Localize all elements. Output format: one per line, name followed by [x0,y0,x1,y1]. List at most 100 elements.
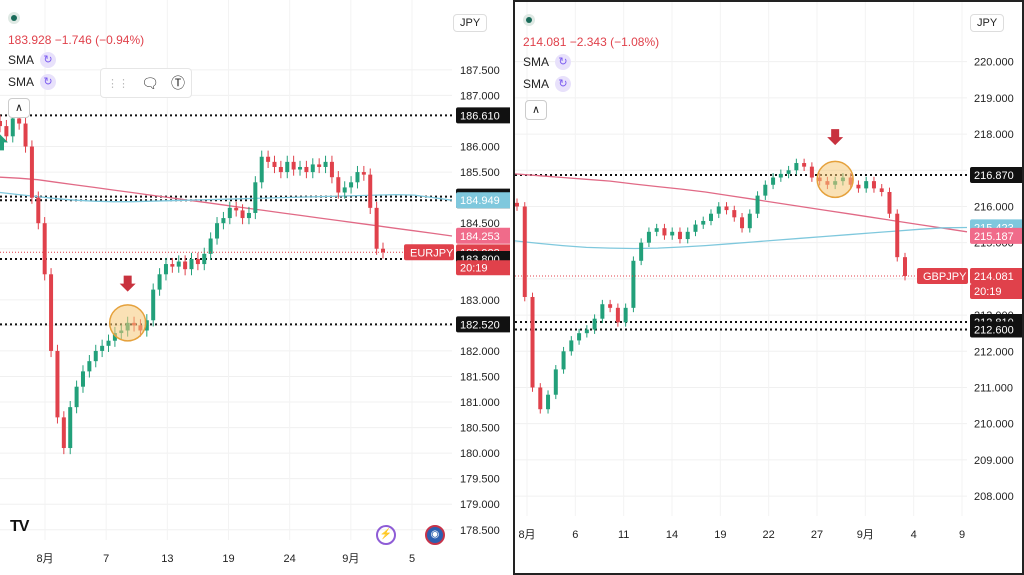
x-tick-label: 8月 [36,553,53,565]
sma-pink-line [515,173,968,233]
price-label-box [456,107,510,124]
candle-body [93,350,98,362]
x-tick-label: 7 [103,553,109,565]
y-tick-label: 182.000 [460,346,500,358]
candle-body [592,318,597,330]
price-label-text: 186.610 [460,110,500,122]
refresh-icon[interactable]: ↻ [555,76,572,92]
candle-body [856,184,861,189]
candle-body [342,187,347,193]
indicator-sma-2[interactable]: SMA ↻ [8,74,57,90]
candle-body [227,207,232,219]
candle-body [246,212,251,219]
comment-icon[interactable]: 🗨 [141,74,159,91]
y-tick-label: 180.000 [460,448,500,460]
candle-body [151,289,156,321]
refresh-icon[interactable]: ↻ [40,74,57,90]
price-label-box [456,192,510,209]
x-tick-label: 5 [409,553,415,565]
candle-body [55,350,60,418]
candle-body [266,156,271,162]
candle-body [183,261,188,270]
candle-body [189,258,194,270]
tradingview-logo: TV [10,518,29,535]
price-label-box [970,166,1022,183]
candle-body [285,161,290,173]
collapse-legend-button[interactable]: ∧ [525,100,547,120]
price-label-text: 214.081 [974,271,1014,283]
candle-body [584,329,589,334]
candle-body [639,242,644,261]
collapse-legend-button[interactable]: ∧ [8,98,30,118]
candle-body [802,163,807,167]
currency-selector[interactable]: JPY [970,14,1005,32]
lightning-icon[interactable]: ⚡ [376,525,396,545]
last-price: 183.928 [8,33,52,47]
candle-body [195,258,200,265]
candle-body [42,223,47,275]
candle-body [631,260,636,308]
candle-body [176,261,181,267]
x-tick-label: 22 [763,529,775,541]
x-tick-label: 8月 [518,529,535,541]
candle-body [724,206,729,211]
refresh-icon[interactable]: ↻ [555,54,572,70]
candle-body [879,188,884,192]
gbpjpy-chart-svg[interactable]: 220.000219.000218.000217.000216.000215.0… [515,2,1022,573]
candle-body [221,218,226,224]
candle-body [623,307,628,323]
candle-body [740,217,745,229]
candle-body [755,195,760,214]
arrow-up-icon [0,134,8,151]
candle-body [259,156,264,183]
countdown-text: 20:19 [974,286,1002,298]
eurjpy-chart-panel[interactable]: 187.500187.000186.000185.500184.500184.0… [0,0,510,575]
candle-body [608,304,613,308]
text-tool-icon[interactable]: Ⓣ [170,75,185,91]
indicator-sma-2[interactable]: SMA ↻ [523,76,572,92]
globe-icon[interactable]: ◉ [425,525,445,545]
price-label-text: 215.187 [974,231,1014,243]
y-tick-label: 209.000 [974,455,1014,467]
candle-body [170,264,175,267]
candle-body [368,174,373,208]
candle-body [716,206,721,214]
indicator-sma-1[interactable]: SMA ↻ [523,54,572,70]
candle-body [701,220,706,225]
price-label-text: 184.949 [460,195,500,207]
candle-body [23,123,28,147]
x-tick-label: 4 [911,529,917,541]
candle-body [374,207,379,249]
candle-body [240,210,245,219]
refresh-icon[interactable]: ↻ [40,52,57,68]
indicator-sma-1[interactable]: SMA ↻ [8,52,57,68]
candle-body [61,417,66,449]
candle-body [310,164,315,173]
gbpjpy-chart-panel[interactable]: 220.000219.000218.000217.000216.000215.0… [513,0,1024,575]
market-status-icon [8,12,20,24]
sma-blue-line [515,226,968,250]
eurjpy-chart-svg[interactable]: 187.500187.000186.000185.500184.500184.0… [0,0,510,575]
price-header: 214.081 −2.343 (−1.08%) [523,35,659,49]
candle-body [49,274,54,351]
drag-handle-icon[interactable]: ⋮⋮ [107,77,130,90]
candle-body [546,394,551,410]
candle-body [903,257,907,276]
candle-body [553,369,558,395]
candle-body [794,163,799,171]
candle-body [234,207,239,211]
y-tick-label: 218.000 [974,129,1014,141]
x-tick-label: 13 [161,553,173,565]
candle-body [144,320,149,331]
highlight-circle [108,304,147,342]
candle-body [771,177,776,185]
candle-body [87,361,92,372]
currency-selector[interactable]: JPY [453,14,488,32]
countdown-box [456,260,510,276]
price-label-box [970,227,1022,244]
candle-body [36,197,41,224]
y-tick-label: 187.000 [460,90,500,102]
candle-body [208,238,213,254]
x-tick-label: 27 [811,529,823,541]
candle-body [747,213,752,229]
